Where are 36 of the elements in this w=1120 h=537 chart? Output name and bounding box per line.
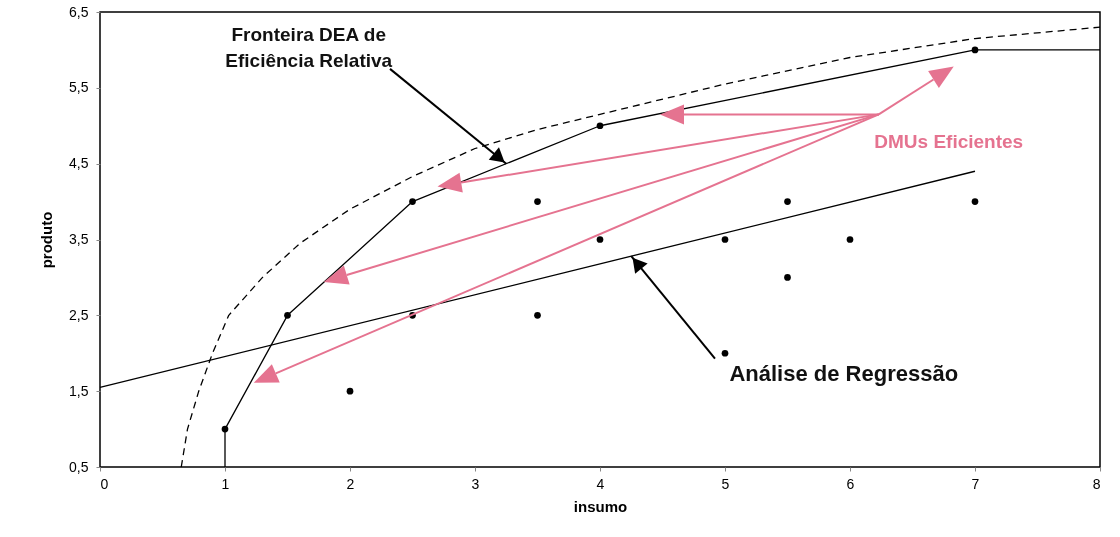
annotation: DMUs Eficientes xyxy=(874,131,1024,153)
annotation: Análise de Regressão xyxy=(729,360,959,386)
x-tick-label: 2 xyxy=(346,475,355,492)
point xyxy=(284,311,291,319)
x-tick-label: 3 xyxy=(471,475,480,492)
y-axis-title: produto xyxy=(38,211,56,269)
point xyxy=(534,311,541,319)
point xyxy=(971,198,979,205)
point xyxy=(846,236,854,243)
point xyxy=(346,387,354,395)
x-tick-label: 1 xyxy=(221,475,230,492)
point xyxy=(721,349,729,357)
point xyxy=(721,236,729,243)
point xyxy=(784,198,791,205)
point xyxy=(971,46,979,54)
point xyxy=(784,274,791,281)
y-tick-label: 3,5 xyxy=(69,231,89,247)
x-tick-label: 0 xyxy=(100,475,109,492)
x-axis-title: insumo xyxy=(573,497,628,515)
point xyxy=(409,198,416,205)
x-tick-label: 8 xyxy=(1092,475,1101,492)
y-tick-label: 6,5 xyxy=(69,3,89,20)
point xyxy=(596,122,604,130)
y-tick-label: 1,5 xyxy=(69,382,89,399)
x-tick-label: 5 xyxy=(721,475,730,492)
point xyxy=(596,236,604,243)
y-tick-label: 0,5 xyxy=(69,458,89,475)
y-tick-label: 5,5 xyxy=(69,79,89,96)
y-tick-label: 2,5 xyxy=(69,306,89,323)
x-tick-label: 6 xyxy=(846,475,855,492)
point xyxy=(534,198,541,205)
x-tick-label: 7 xyxy=(971,475,980,492)
x-tick-label: 4 xyxy=(596,475,605,492)
point xyxy=(221,425,229,433)
y-tick-label: 4,5 xyxy=(69,155,89,172)
annotation: Fronteira DEA de Eficiência Relativa xyxy=(225,23,393,71)
